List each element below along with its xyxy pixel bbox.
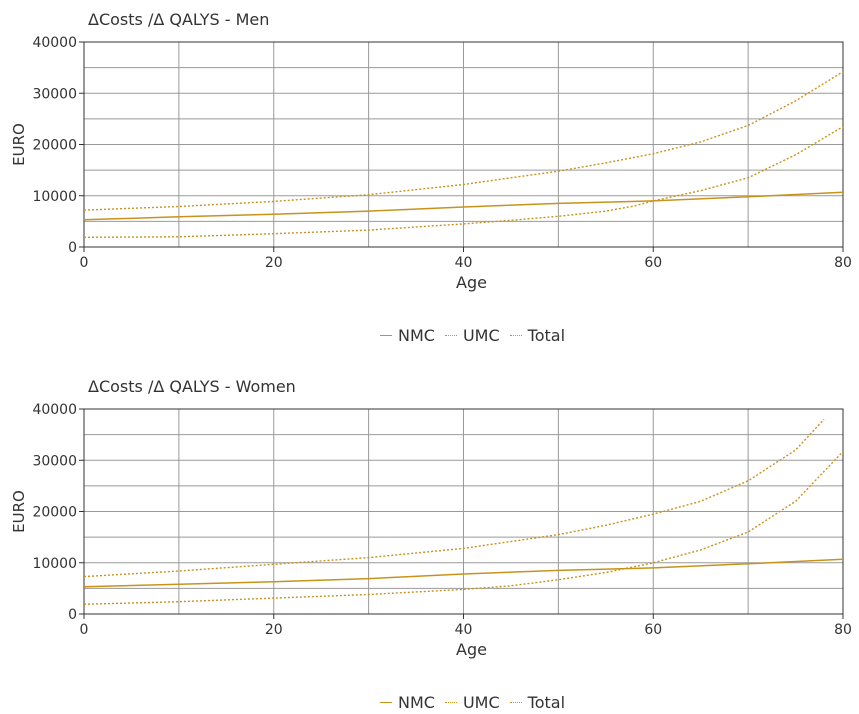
legend-swatch bbox=[380, 335, 392, 336]
legend-label: UMC bbox=[462, 693, 500, 712]
x-tick-label: 60 bbox=[644, 622, 662, 638]
legend-item-total: Total bbox=[509, 326, 575, 345]
y-axis-label: EURO bbox=[10, 490, 28, 533]
x-tick-label: 80 bbox=[834, 255, 852, 271]
y-tick-label: 20000 bbox=[32, 138, 77, 154]
x-tick-label: 40 bbox=[455, 622, 473, 638]
y-tick-label: 10000 bbox=[32, 189, 77, 205]
legend-label: NMC bbox=[398, 326, 435, 345]
legend-swatch bbox=[509, 702, 522, 703]
series-line-umc bbox=[83, 451, 844, 605]
x-tick-label: 20 bbox=[265, 622, 283, 638]
series-line-total bbox=[83, 71, 844, 211]
legend-item-nmc: NMC bbox=[380, 326, 445, 345]
y-tick-label: 40000 bbox=[32, 35, 77, 51]
y-tick-label: 0 bbox=[68, 607, 77, 623]
y-tick-label: 20000 bbox=[32, 505, 77, 521]
x-tick-label: 20 bbox=[265, 255, 283, 271]
series-line-umc bbox=[83, 125, 844, 238]
chart-panel-1: 0 10000 20000 30000 40000 0 20 40 60 80 Age EURO ΔCo… bbox=[10, 377, 852, 659]
legend-swatch bbox=[444, 702, 457, 703]
x-tick-label: 0 bbox=[80, 622, 89, 638]
y-tick-label: 40000 bbox=[32, 402, 77, 418]
x-axis-label: Age bbox=[456, 640, 487, 659]
x-axis-label: Age bbox=[456, 273, 487, 292]
legend-swatch bbox=[380, 702, 392, 703]
x-tick-label: 40 bbox=[455, 255, 473, 271]
chart-panel-0: 0 10000 20000 30000 40000 0 20 40 60 80 Age EURO ΔCo… bbox=[10, 10, 852, 292]
y-tick-label: 30000 bbox=[32, 453, 77, 469]
legend-item-nmc: NMC bbox=[380, 693, 445, 712]
y-tick-label: 0 bbox=[68, 240, 77, 256]
legend-label: Total bbox=[527, 326, 566, 345]
series-line-nmc bbox=[83, 558, 844, 588]
chart-title: ΔCosts /Δ QALYS - Women bbox=[88, 377, 296, 396]
legend-label: Total bbox=[527, 693, 566, 712]
series-line-nmc bbox=[83, 191, 844, 221]
series-line-total bbox=[83, 418, 825, 578]
legend-label: NMC bbox=[398, 693, 435, 712]
legend-item-total: Total bbox=[509, 693, 575, 712]
legend-item-umc: UMC bbox=[444, 693, 510, 712]
legend-item-umc: UMC bbox=[444, 326, 510, 345]
legend-swatch bbox=[509, 335, 522, 336]
y-tick-label: 10000 bbox=[32, 556, 77, 572]
x-tick-label: 80 bbox=[834, 622, 852, 638]
legend-swatch bbox=[444, 335, 457, 336]
y-tick-label: 30000 bbox=[32, 86, 77, 102]
y-axis-label: EURO bbox=[10, 123, 28, 166]
legend-women: NMC UMC Total bbox=[380, 693, 575, 712]
legend-men: NMC UMC Total bbox=[380, 326, 575, 345]
x-tick-label: 0 bbox=[80, 255, 89, 271]
chart-title: ΔCosts /Δ QALYS - Men bbox=[88, 10, 269, 29]
x-tick-label: 60 bbox=[644, 255, 662, 271]
legend-label: UMC bbox=[462, 326, 500, 345]
